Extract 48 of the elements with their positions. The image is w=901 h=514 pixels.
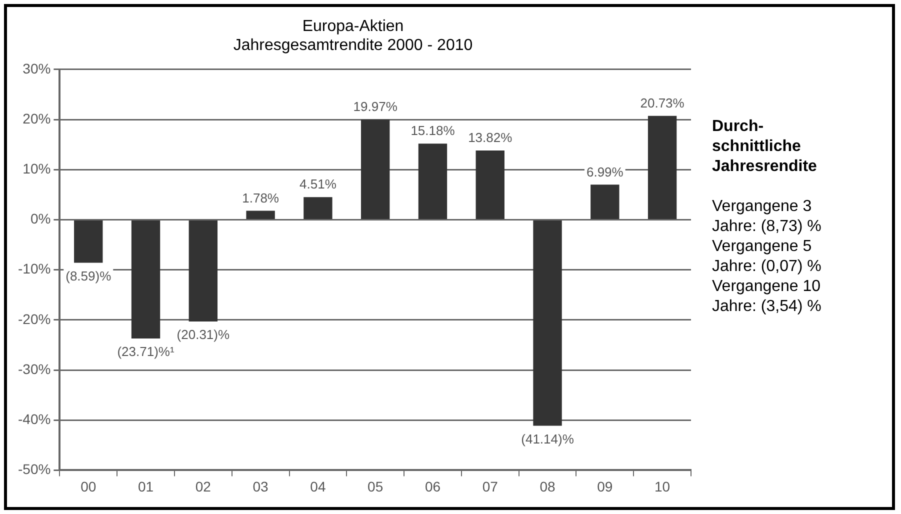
data-label: 20.73% — [640, 95, 685, 110]
data-label: (23.71)%¹ — [117, 344, 175, 360]
data-label: 15.18% — [410, 123, 456, 138]
x-tick-label: 07 — [482, 478, 498, 494]
data-label: 13.82% — [468, 130, 513, 146]
bar — [533, 220, 562, 426]
x-tick-label: 03 — [252, 478, 269, 494]
bar — [360, 120, 390, 219]
x-tick-label: 09 — [597, 478, 613, 494]
bar — [648, 116, 677, 219]
y-tick-label: 0% — [30, 210, 51, 227]
data-label: (41.14)% — [521, 431, 574, 446]
bar — [131, 220, 160, 338]
y-tick-label: 10% — [22, 160, 51, 176]
x-tick-label: 00 — [80, 478, 96, 494]
x-tick-label: 10 — [654, 478, 670, 494]
chart-subtitle: Jahresgesamtrendite 2000 - 2010 — [233, 37, 473, 54]
y-tick-label: -50% — [18, 461, 51, 478]
bar — [476, 150, 504, 219]
y-tick-label: -30% — [18, 360, 51, 377]
data-label: (8.59)% — [66, 268, 112, 284]
data-label: 6.99% — [586, 164, 624, 180]
x-tick-label: 02 — [195, 478, 212, 494]
y-tick-label: -10% — [18, 260, 51, 277]
x-tick-label: 05 — [368, 478, 384, 494]
bar — [188, 220, 218, 322]
text: Durch-schnittliche Jahresrendite — [712, 117, 818, 177]
chart-title: Europa-Aktien — [302, 18, 404, 36]
x-tick-label: 01 — [138, 478, 154, 494]
data-label: 4.51% — [300, 176, 337, 192]
bar — [246, 210, 275, 219]
bar — [418, 144, 448, 219]
y-tick-label: -40% — [18, 410, 51, 427]
bar — [74, 220, 103, 263]
bar — [304, 197, 332, 219]
bar — [590, 184, 620, 219]
y-tick-label: -20% — [18, 310, 51, 327]
data-label: 1.78% — [242, 190, 280, 206]
x-tick-label: 08 — [540, 478, 556, 494]
x-tick-label: 04 — [310, 478, 326, 494]
text: Vergangene 10 Jahre: (3,54) % — [712, 277, 822, 317]
data-label: (20.31)% — [176, 327, 230, 342]
x-tick-label: 06 — [424, 478, 441, 494]
y-tick-label: 30% — [22, 60, 51, 76]
data-label: 19.97% — [353, 99, 398, 114]
y-tick-label: 20% — [22, 110, 51, 126]
text: Vergangene 5 Jahre: (0,07) % — [712, 237, 822, 277]
text: Vergangene 3 Jahre: (8,73) % — [712, 197, 822, 237]
